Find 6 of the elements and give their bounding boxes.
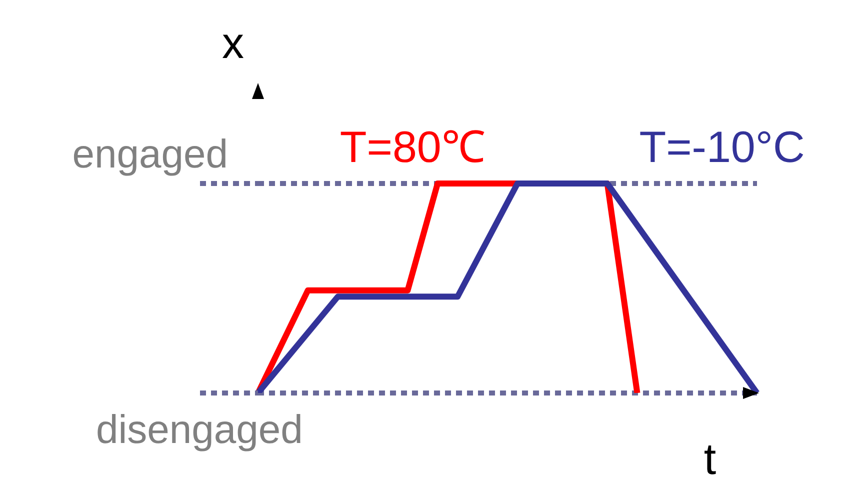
y-axis-title: x	[222, 19, 244, 68]
legend-label: disengaged	[96, 408, 303, 452]
series-label: T=-10°C	[639, 123, 805, 172]
x-axis-title: t	[704, 435, 716, 484]
series-label: T=80℃	[340, 123, 486, 172]
ref-line-label: engaged	[72, 132, 228, 176]
